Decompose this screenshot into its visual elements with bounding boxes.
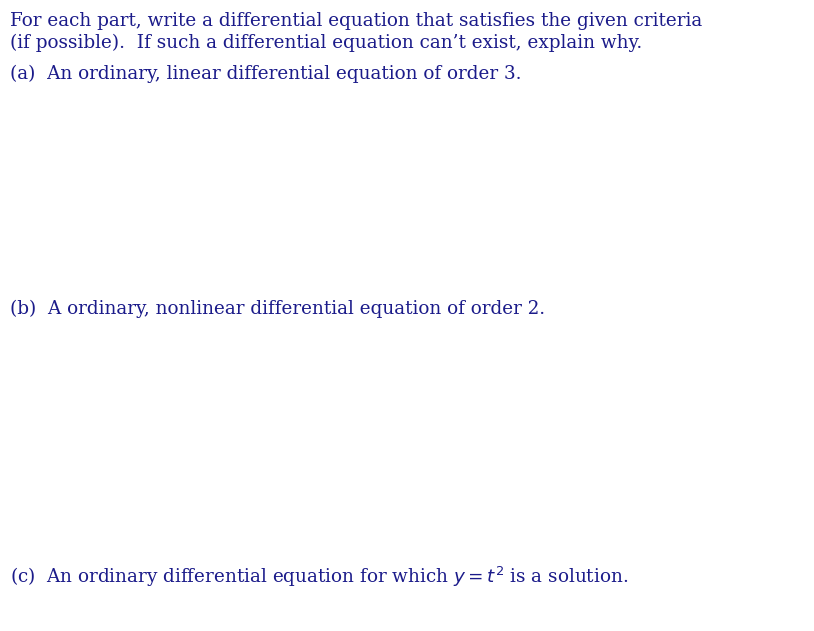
Text: (a)  An ordinary, linear differential equation of order 3.: (a) An ordinary, linear differential equ… <box>10 65 522 83</box>
Text: For each part, write a differential equation that satisfies the given criteria: For each part, write a differential equa… <box>10 12 702 30</box>
Text: (if possible).  If such a differential equation can’t exist, explain why.: (if possible). If such a differential eq… <box>10 34 642 52</box>
Text: (b)  A ordinary, nonlinear differential equation of order 2.: (b) A ordinary, nonlinear differential e… <box>10 300 545 318</box>
Text: (c)  An ordinary differential equation for which $y = t^2$ is a solution.: (c) An ordinary differential equation fo… <box>10 565 628 589</box>
